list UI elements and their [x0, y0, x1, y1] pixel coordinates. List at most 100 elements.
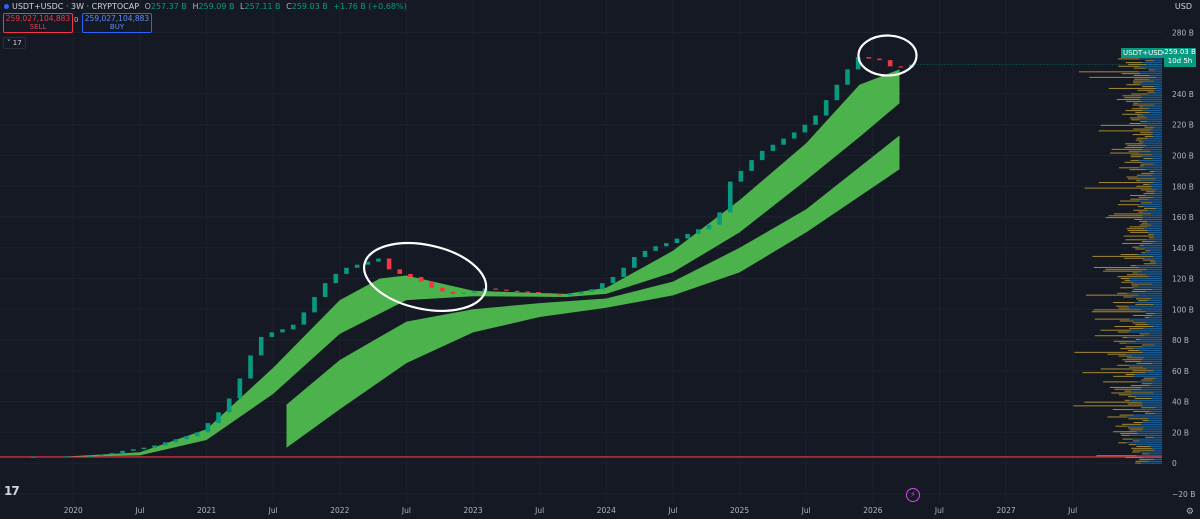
x-tick-label: Jul: [134, 506, 144, 515]
volume-bar-blue: [1141, 388, 1162, 390]
volume-bar-blue: [1152, 157, 1162, 160]
volume-bar-blue: [1128, 318, 1162, 320]
y-tick-label: 20 B: [1172, 428, 1189, 437]
volume-bar-blue: [1153, 392, 1162, 394]
volume-bar-yellow: [1136, 362, 1153, 364]
volume-bar-blue: [1154, 237, 1162, 239]
volume-bar-blue: [1151, 154, 1162, 156]
volume-bar-blue: [1141, 462, 1162, 464]
volume-bar-yellow: [1093, 266, 1139, 268]
x-tick-label: Jul: [667, 506, 677, 515]
volume-bar-yellow: [1143, 377, 1156, 379]
highlight-circle-2022: [362, 242, 488, 312]
y-tick-label: 60 B: [1172, 367, 1189, 376]
candle-up: [642, 250, 648, 257]
x-tick-label: 2024: [597, 506, 616, 515]
lightning-icon[interactable]: ⚡: [906, 488, 920, 502]
gear-icon[interactable]: ⚙: [1185, 507, 1194, 517]
volume-bar-yellow: [1094, 335, 1145, 337]
volume-bar-yellow: [1139, 458, 1154, 460]
volume-bar-blue: [1148, 453, 1162, 455]
volume-bar-blue: [1133, 375, 1162, 377]
volume-bar-blue: [1143, 205, 1162, 208]
volume-bar-blue: [1138, 152, 1162, 154]
x-tick-label: Jul: [534, 506, 544, 515]
volume-bar-yellow: [1129, 169, 1146, 171]
volume-bar-yellow: [1136, 185, 1152, 187]
volume-bar-yellow: [1141, 222, 1148, 224]
y-tick-label: 200 B: [1172, 151, 1194, 160]
volume-bar-blue: [1136, 455, 1162, 457]
candle-up: [685, 233, 690, 239]
volume-bar-blue: [1145, 274, 1162, 276]
y-tick-label: 120 B: [1172, 275, 1194, 284]
volume-bar-blue: [1152, 362, 1162, 365]
volume-bar-yellow: [1116, 305, 1128, 307]
volume-bar-blue: [1148, 324, 1162, 326]
volume-bar-yellow: [1141, 172, 1154, 174]
candle-up: [632, 257, 637, 268]
volume-bar-yellow: [1130, 194, 1146, 196]
volume-bar-yellow: [1136, 174, 1152, 176]
volume-bar-blue: [1154, 241, 1162, 243]
volume-bar-yellow: [1122, 359, 1143, 361]
currency-label[interactable]: USD: [1174, 2, 1192, 11]
sell-price: 259,027,104,883: [5, 14, 71, 23]
volume-bar-yellow: [1120, 254, 1139, 256]
volume-bar-blue: [1153, 458, 1162, 460]
volume-bar-blue: [1143, 327, 1162, 329]
volume-bar-blue: [1147, 222, 1162, 224]
volume-bar-yellow: [1112, 409, 1134, 411]
price-axis[interactable]: −20 B 0 20 B 40 B 60 B 80 B 100 B 120 B 140 B 160…: [1172, 28, 1195, 498]
symbol-title[interactable]: USDT+USDC · 3W · CRYPTOCAP: [12, 2, 140, 11]
candle-up: [109, 453, 115, 455]
sell-button[interactable]: 259,027,104,883 SELL: [3, 13, 73, 33]
tradingview-logo[interactable]: 17: [4, 484, 20, 498]
volume-bar-blue: [1143, 106, 1162, 108]
volume-bar-yellow: [1119, 167, 1139, 169]
candle-up: [194, 432, 200, 437]
close-value: 259.03 B: [291, 2, 328, 11]
volume-bar-blue: [1154, 60, 1162, 62]
candle-up: [695, 229, 701, 234]
volume-bar-blue: [1143, 357, 1162, 359]
indicators-toggle[interactable]: ˅ 17: [3, 37, 26, 49]
volume-bar-blue: [1153, 303, 1162, 305]
y-tick-label: 0: [1172, 459, 1177, 468]
buy-button[interactable]: 259,027,104,883 BUY: [82, 13, 152, 33]
volume-bar-yellow: [1130, 159, 1139, 161]
volume-bar-yellow: [1128, 418, 1148, 420]
volume-bar-blue: [1153, 135, 1162, 138]
volume-bar-yellow: [1091, 311, 1146, 313]
candle-down: [887, 60, 893, 67]
volume-bar-yellow: [1122, 242, 1152, 244]
time-axis[interactable]: 2020 Jul 2021 Jul 2022 Jul 2023 Jul 2024 Jul 2025 J…: [0, 502, 1200, 519]
volume-bar-blue: [1148, 198, 1162, 200]
candle-down: [493, 288, 499, 290]
volume-bar-yellow: [1133, 128, 1153, 130]
volume-bar-yellow: [1120, 200, 1140, 202]
volume-bar-blue: [1151, 283, 1162, 285]
volume-bar-blue: [1142, 403, 1162, 405]
volume-bar-yellow: [1131, 93, 1148, 95]
volume-bar-yellow: [1135, 248, 1145, 250]
volume-bar-blue: [1138, 159, 1162, 162]
volume-bar-yellow: [1125, 143, 1143, 145]
volume-bar-blue: [1146, 322, 1162, 324]
volume-bar-yellow: [1120, 348, 1134, 350]
volume-bar-blue: [1144, 165, 1162, 167]
volume-bar-yellow: [1140, 163, 1154, 165]
volume-bar-yellow: [1145, 60, 1155, 62]
candle-up: [237, 378, 243, 399]
volume-bar-blue: [1149, 74, 1162, 77]
volume-bar-blue: [1145, 290, 1162, 293]
candle-down: [877, 58, 882, 61]
volume-bar-yellow: [1142, 453, 1149, 455]
volume-bar-blue: [1145, 194, 1162, 197]
y-tick-label: 180 B: [1172, 182, 1194, 191]
volume-bar-blue: [1155, 87, 1162, 90]
volume-bar-yellow: [1119, 320, 1134, 322]
volume-bar-blue: [1145, 145, 1162, 147]
candle-up: [301, 312, 307, 325]
